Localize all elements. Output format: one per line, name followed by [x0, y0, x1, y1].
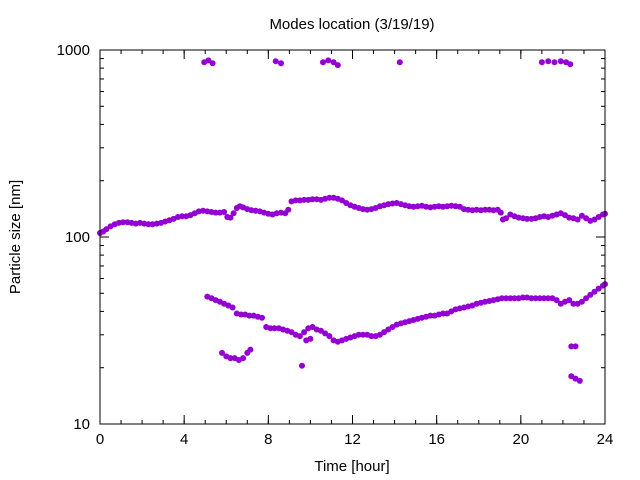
data-point — [519, 294, 526, 301]
data-point — [278, 60, 284, 67]
data-point — [572, 343, 579, 350]
data-point — [299, 362, 305, 369]
data-point — [209, 60, 216, 67]
y-tick-label: 10 — [73, 416, 90, 433]
data-point — [271, 325, 278, 332]
data-point — [528, 295, 535, 302]
data-point — [591, 288, 598, 295]
data-point — [355, 331, 362, 338]
data-point — [538, 59, 545, 66]
data-point — [292, 197, 299, 204]
y-tick-label: 100 — [65, 229, 90, 246]
y-tick-label: 1000 — [57, 42, 90, 59]
data-point — [334, 62, 341, 69]
data-point — [360, 331, 366, 338]
data-point — [532, 295, 539, 302]
data-point — [497, 209, 504, 216]
data-point — [240, 355, 247, 362]
data-point — [574, 216, 581, 223]
x-tick-label: 12 — [344, 431, 361, 448]
data-point — [503, 295, 510, 302]
data-point — [309, 196, 316, 203]
data-point — [524, 215, 531, 222]
data-point — [267, 325, 274, 332]
data-point — [578, 298, 585, 305]
data-point — [566, 297, 573, 304]
data-point — [553, 297, 560, 304]
data-point — [498, 295, 505, 302]
data-point — [227, 355, 234, 362]
data-point — [246, 312, 253, 319]
data-point — [103, 226, 110, 233]
data-point — [301, 196, 308, 203]
data-point — [567, 61, 574, 68]
data-point — [545, 58, 552, 65]
data-point — [230, 210, 237, 217]
data-point — [541, 295, 547, 302]
data-point — [259, 314, 265, 321]
data-point — [221, 209, 228, 215]
data-point — [325, 57, 332, 64]
x-tick-label: 4 — [180, 431, 188, 448]
data-point — [482, 206, 489, 213]
data-point — [247, 346, 254, 353]
x-tick-label: 0 — [96, 431, 104, 448]
data-point — [440, 310, 446, 317]
data-point — [330, 59, 337, 66]
data-point — [427, 312, 434, 319]
data-point — [570, 300, 577, 307]
data-point — [568, 343, 575, 350]
data-point — [212, 209, 219, 216]
data-point — [301, 329, 308, 336]
data-points — [97, 57, 608, 384]
data-point — [145, 221, 152, 228]
data-point — [120, 219, 127, 226]
data-point — [326, 194, 333, 201]
x-tick-label: 8 — [264, 431, 272, 448]
data-point — [583, 295, 590, 302]
data-point — [595, 285, 602, 292]
x-tick-label: 20 — [512, 431, 529, 448]
data-point — [219, 349, 225, 356]
data-point — [320, 59, 326, 66]
data-point — [507, 295, 514, 302]
data-point — [272, 58, 279, 65]
data-point — [368, 333, 375, 340]
x-axis-label: Time [hour] — [314, 458, 389, 475]
data-point — [576, 377, 583, 384]
data-point — [587, 291, 594, 298]
data-point — [326, 333, 333, 340]
data-point — [511, 295, 518, 302]
data-point — [179, 213, 186, 220]
plot-frame — [99, 49, 606, 425]
x-tick-label: 24 — [597, 431, 614, 448]
x-tick-label: 16 — [428, 431, 445, 448]
data-point — [396, 59, 403, 66]
data-point — [503, 215, 510, 222]
data-point — [536, 295, 543, 302]
data-point — [322, 330, 329, 337]
data-point — [545, 295, 552, 302]
data-point — [238, 311, 244, 318]
data-point — [307, 335, 314, 342]
y-axis: 10 100 1000 — [57, 42, 605, 433]
data-point — [227, 214, 234, 221]
y-axis-label: Particle size [nm] — [7, 180, 24, 294]
chart-title: Modes location (3/19/19) — [269, 16, 434, 33]
data-point — [551, 59, 558, 66]
data-point — [229, 304, 236, 311]
x-axis: 0 4 8 12 16 20 24 — [96, 50, 614, 448]
data-point — [557, 58, 564, 65]
data-point — [285, 206, 292, 213]
data-point — [296, 333, 303, 340]
